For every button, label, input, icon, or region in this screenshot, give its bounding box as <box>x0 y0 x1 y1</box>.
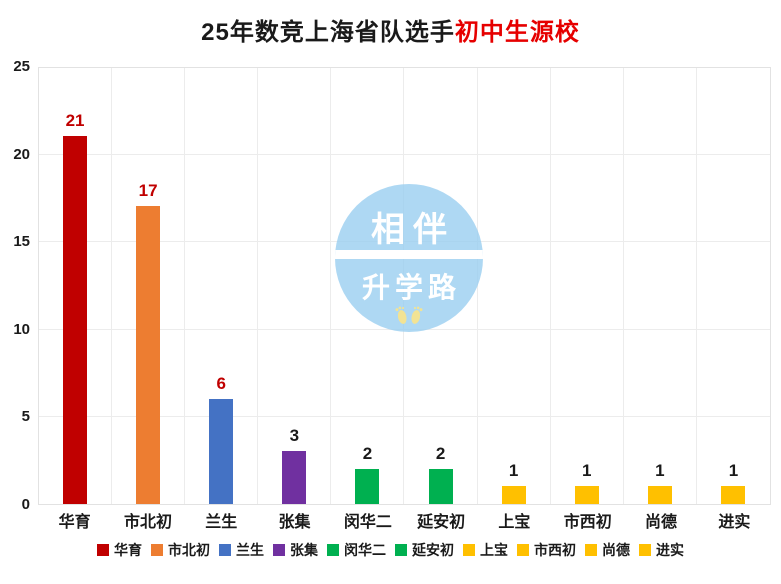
x-axis-label-市西初: 市西初 <box>563 514 612 531</box>
footprints-icon <box>335 302 483 326</box>
x-axis-label-兰生: 兰生 <box>205 514 238 531</box>
chart-title-highlight: 初中生源校 <box>454 19 580 46</box>
legend-label: 兰生 <box>236 542 264 558</box>
bar-进实 <box>721 486 746 504</box>
legend-swatch-icon <box>219 544 231 556</box>
legend-item-市北初: 市北初 <box>151 543 210 557</box>
legend-swatch-icon <box>327 544 339 556</box>
y-axis: 0 5 10 15 20 25 <box>0 58 34 513</box>
chart-column-进实: 1 <box>697 68 770 504</box>
y-tick-label: 10 <box>13 320 30 338</box>
legend-item-上宝: 上宝 <box>463 543 508 557</box>
gridline-y-20 <box>39 154 770 156</box>
bar-市西初 <box>574 486 599 504</box>
legend-swatch-icon <box>585 544 597 556</box>
chart-column-市西初: 1 <box>551 68 624 504</box>
value-label-张集: 3 <box>289 426 300 446</box>
legend-swatch-icon <box>151 544 163 556</box>
x-axis-label-闵华二: 闵华二 <box>343 514 392 531</box>
chart-column-张集: 3 <box>258 68 332 504</box>
y-tick-label: 20 <box>13 145 30 163</box>
y-tick-label: 0 <box>21 496 30 513</box>
legend-swatch-icon <box>517 544 529 556</box>
watermark-stripe <box>335 250 483 259</box>
value-label-市北初: 17 <box>138 181 158 201</box>
legend-item-张集: 张集 <box>273 543 318 557</box>
legend-item-华育: 华育 <box>97 543 142 557</box>
legend-swatch-icon <box>639 544 651 556</box>
legend-item-兰生: 兰生 <box>219 543 264 557</box>
value-label-延安初: 2 <box>435 443 446 463</box>
legend-item-市西初: 市西初 <box>517 543 576 557</box>
x-axis-label-上宝: 上宝 <box>498 514 531 531</box>
chart-column-市北初: 17 <box>112 68 186 504</box>
legend-item-闵华二: 闵华二 <box>327 543 386 557</box>
watermark-text-bottom: 升学路 <box>361 272 461 303</box>
chart-column-华育: 21 <box>39 68 113 504</box>
chart-column-上宝: 1 <box>478 68 551 504</box>
x-axis-label-市北初: 市北初 <box>123 514 172 531</box>
bar-市北初 <box>136 206 161 504</box>
legend-item-尚德: 尚德 <box>585 543 630 557</box>
legend-label: 闵华二 <box>344 542 386 558</box>
gridline-y-5 <box>39 415 770 417</box>
legend-label: 市北初 <box>168 542 210 558</box>
legend-label: 华育 <box>114 542 142 558</box>
y-tick-label: 5 <box>21 408 30 426</box>
legend-swatch-icon <box>463 544 475 556</box>
value-label-华育: 21 <box>65 111 85 131</box>
watermark-text-top: 相伴 <box>371 211 455 249</box>
x-axis-label-延安初: 延安初 <box>417 514 466 531</box>
x-axis: 华育 市北初 兰生 张集 闵华二 延安初 上宝 市西初 尚德 进实 <box>38 510 771 536</box>
legend-swatch-icon <box>395 544 407 556</box>
chart-column-兰生: 6 <box>185 68 259 504</box>
x-axis-label-尚德: 尚德 <box>645 514 678 531</box>
legend-item-延安初: 延安初 <box>395 543 454 557</box>
legend-label: 张集 <box>290 542 318 558</box>
bar-华育 <box>63 136 88 504</box>
legend-swatch-icon <box>273 544 285 556</box>
chart-title: 25年数竞上海省队选手初中生源校 <box>0 12 781 47</box>
legend-swatch-icon <box>97 544 109 556</box>
legend-label: 延安初 <box>412 542 454 558</box>
value-label-兰生: 6 <box>216 373 226 393</box>
legend-label: 上宝 <box>480 542 508 558</box>
x-axis-label-进实: 进实 <box>718 514 751 531</box>
value-label-市西初: 1 <box>582 461 592 481</box>
watermark: 相伴 升学路 <box>335 184 483 332</box>
legend-label: 尚德 <box>602 542 630 558</box>
bar-尚德 <box>647 486 672 504</box>
value-label-上宝: 1 <box>508 461 519 481</box>
bar-闵华二 <box>355 468 380 504</box>
legend-label: 进实 <box>656 542 684 558</box>
chart-title-main: 25年数竞上海省队选手 <box>201 19 455 46</box>
legend-item-进实: 进实 <box>639 543 684 557</box>
x-axis-label-张集: 张集 <box>278 514 311 531</box>
bar-上宝 <box>501 486 526 504</box>
value-label-进实: 1 <box>728 461 739 481</box>
bar-张集 <box>282 451 307 504</box>
y-tick-label: 25 <box>13 58 30 75</box>
value-label-尚德: 1 <box>655 461 665 481</box>
bar-兰生 <box>209 398 234 504</box>
bar-延安初 <box>428 468 453 504</box>
legend: 华育 市北初 兰生 张集 闵华二 延安初 上宝 市西初 尚德 进实 <box>0 543 781 557</box>
value-label-闵华二: 2 <box>362 443 373 463</box>
x-axis-label-华育: 华育 <box>58 514 91 531</box>
y-tick-label: 15 <box>13 233 30 251</box>
chart-column-尚德: 1 <box>624 68 697 504</box>
legend-label: 市西初 <box>534 542 576 558</box>
